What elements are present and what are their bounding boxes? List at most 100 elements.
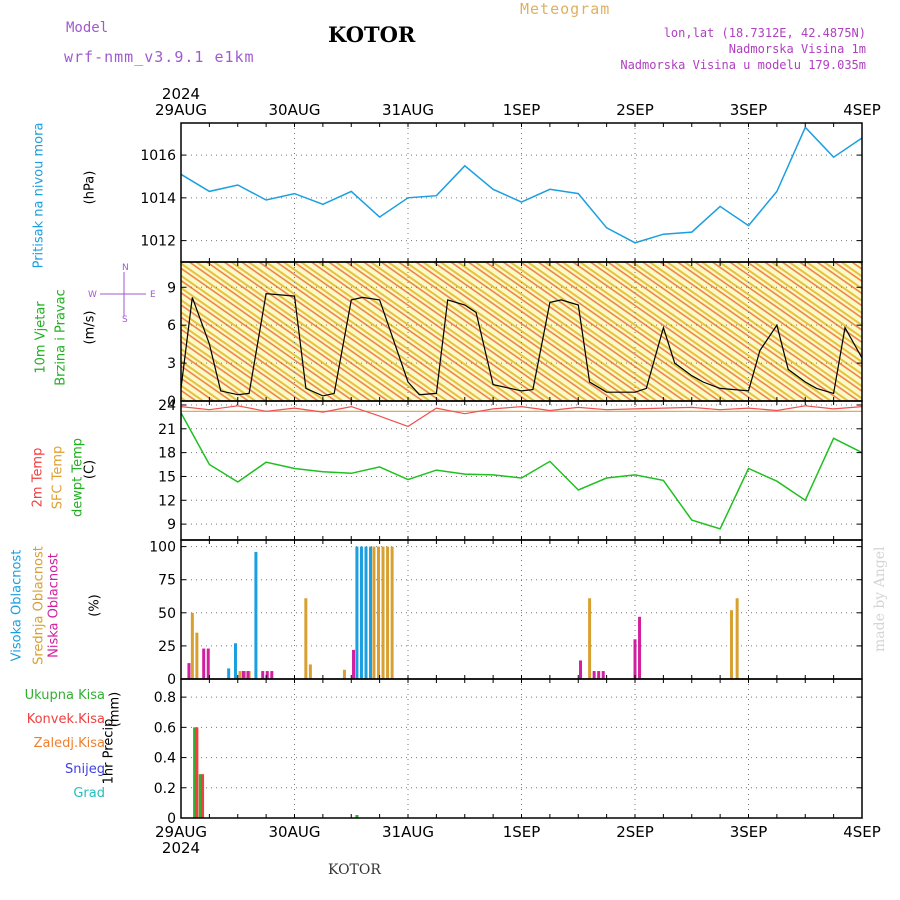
x-tick-label-bottom: 3SEP — [730, 823, 768, 841]
cloud-bar — [304, 598, 308, 679]
cloud-bar — [633, 639, 637, 679]
model-label: Model — [66, 20, 109, 36]
y-tick-label: 15 — [158, 469, 176, 485]
precip-bar — [198, 774, 202, 818]
legend-frozen-precip: Zaledj.Kisa — [33, 736, 105, 751]
cloud-bar — [195, 632, 199, 679]
cloud-bar — [241, 671, 245, 679]
y-tick-label: 6 — [167, 318, 176, 334]
cloud-bar — [202, 648, 206, 679]
cloud-bar — [376, 546, 380, 679]
cloud-bar — [390, 546, 394, 679]
y-tick-label: 24 — [158, 398, 176, 414]
wind-compass: W E N S — [88, 263, 156, 325]
x-tick-label-top: 4SEP — [843, 101, 881, 119]
y-tick-label: 0 — [167, 394, 176, 410]
y-tick-label: 1014 — [140, 191, 176, 207]
cloud-bar — [638, 616, 642, 679]
precip-bar — [355, 814, 359, 818]
cloud-bar — [588, 598, 592, 679]
x-tick-label-top: 31AUG — [382, 101, 434, 119]
cloud-bar — [246, 671, 250, 679]
cloud-bar — [261, 671, 265, 679]
y-tick-label: 18 — [158, 446, 176, 462]
y-tick-label: 100 — [149, 540, 176, 556]
cloud-bar — [381, 546, 385, 679]
elevation-model-label: Nadmorska Visina u modelu 179.035m — [620, 58, 866, 72]
cloud-bar — [386, 546, 390, 679]
precip-bar — [201, 774, 205, 818]
y-tick-label: 50 — [158, 606, 176, 622]
cloud-bar — [352, 649, 356, 679]
y-tick-label: 0.8 — [154, 690, 176, 706]
legend-conv-precip: Konvek.Kisa — [26, 712, 105, 727]
y-tick-label: 0 — [167, 811, 176, 827]
compass-south: S — [122, 315, 128, 325]
cloud-bar — [601, 671, 605, 679]
cloud-bar — [729, 610, 733, 679]
y-tick-label: 75 — [158, 573, 176, 589]
y-tick-label: 9 — [167, 517, 176, 533]
x-tick-label-top: 29AUG — [155, 101, 207, 119]
wind-speed-line — [180, 292, 863, 397]
elevation-label: Nadmorska Visina 1m — [728, 42, 866, 56]
cloud-bar — [265, 671, 269, 679]
cloud-bar — [579, 660, 583, 679]
cloud-bar — [342, 669, 346, 679]
dewpt-line — [180, 412, 863, 530]
y-tick-label: 9 — [167, 280, 176, 296]
cloud-bar — [355, 546, 359, 679]
x-tick-label-bottom: 2SEP — [616, 823, 654, 841]
model-name: wrf-nmm_v3.9.1 e1km — [64, 48, 255, 66]
compass-west: W — [88, 290, 97, 300]
x-tick-label-bottom: 30AUG — [269, 823, 321, 841]
cloud-bar — [359, 546, 363, 679]
precip-bar — [195, 727, 199, 818]
cloud-bar — [597, 671, 601, 679]
precip-bar — [193, 727, 197, 818]
legend-hail: Grad — [73, 786, 105, 801]
compass-east: E — [150, 290, 156, 300]
y-tick-label: 0.2 — [154, 781, 176, 797]
x-tick-label-bottom: 31AUG — [382, 823, 434, 841]
cloud-bar — [206, 648, 210, 679]
cloud-bar — [308, 664, 312, 679]
year-label-bottom: 2024 — [162, 839, 200, 857]
compass-north: N — [122, 263, 129, 273]
temp-2m-line — [180, 405, 863, 428]
legend-snow: Snijeg — [65, 762, 105, 777]
x-tick-label-bottom: 29AUG — [155, 823, 207, 841]
cloud-bar — [592, 671, 596, 679]
cloud-bar — [254, 551, 258, 679]
x-tick-label-top: 1SEP — [503, 101, 541, 119]
cloud-bar — [372, 546, 376, 679]
lonlat-label: lon,lat (18.7312E, 42.4875N) — [663, 26, 866, 40]
cloud-bar — [227, 668, 231, 679]
x-tick-label-top: 2SEP — [616, 101, 654, 119]
y-tick-label: 25 — [158, 639, 176, 655]
y-tick-label: 0.4 — [154, 751, 176, 767]
y-tick-label: 21 — [158, 422, 176, 438]
y-tick-label: 1016 — [140, 148, 176, 164]
y-tick-label: 0.6 — [154, 720, 176, 736]
x-tick-label-bottom: 4SEP — [843, 823, 881, 841]
y-tick-label: 3 — [167, 356, 176, 372]
x-tick-label-bottom: 1SEP — [503, 823, 541, 841]
cloud-bar — [735, 598, 739, 679]
meteogram-label: Meteogram — [520, 0, 611, 18]
cloud-bar — [364, 546, 368, 679]
year-label-top: 2024 — [162, 85, 200, 103]
cloud-bar — [233, 643, 237, 679]
cloud-bar — [187, 663, 191, 679]
cloud-bar — [369, 546, 373, 679]
station-title: KOTOR — [328, 22, 416, 47]
x-tick-label-top: 30AUG — [269, 101, 321, 119]
bottom-station-label: KOTOR — [328, 862, 381, 878]
y-tick-label: 0 — [167, 672, 176, 688]
pressure-line — [180, 125, 863, 244]
x-tick-label-top: 3SEP — [730, 101, 768, 119]
y-tick-label: 1012 — [140, 234, 176, 250]
y-tick-label: 12 — [158, 493, 176, 509]
